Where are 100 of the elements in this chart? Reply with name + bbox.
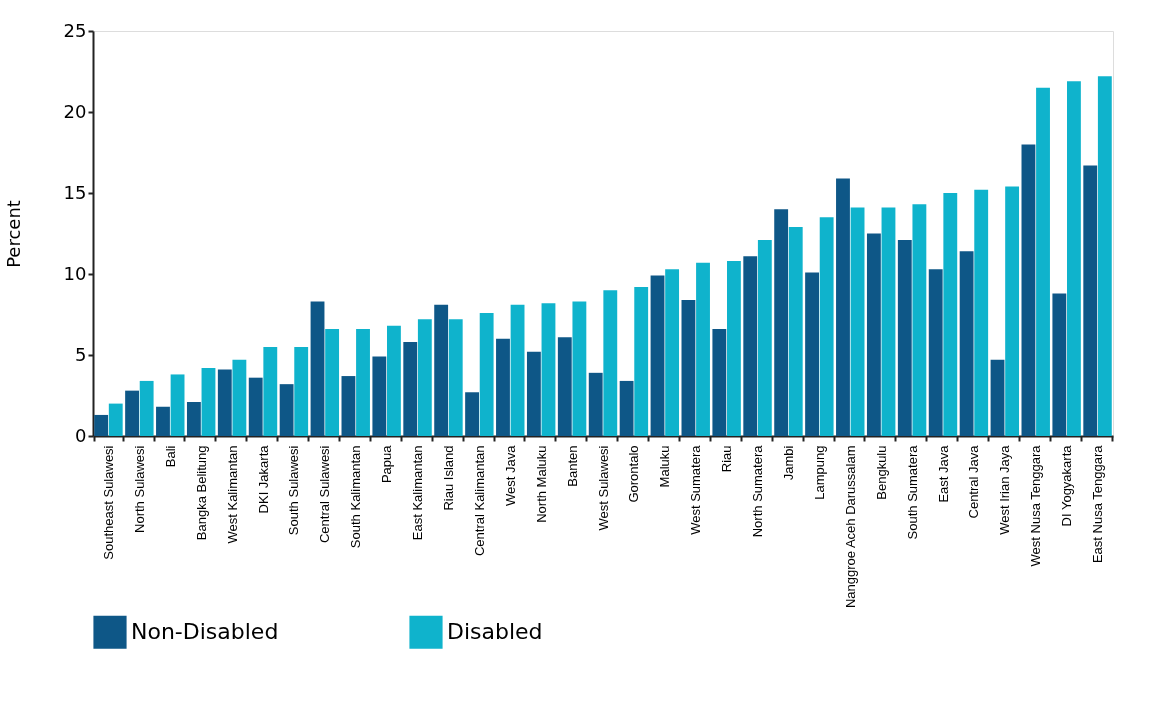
bar [805,272,819,436]
legend-label: Disabled [447,619,543,645]
bar [881,207,896,436]
bar [990,359,1005,436]
x-tick-label: Central Kalimantan [471,445,487,557]
bar [1052,293,1067,436]
x-tick-label: Central Java [966,444,982,519]
x-tick-label: South Sumatera [904,444,920,540]
bar [232,359,247,436]
x-tick-label: West Kalimantan [224,445,240,544]
bar [866,233,881,436]
bar [650,275,665,436]
x-tick-label: West Sulawesi [595,445,611,531]
bar [819,217,834,436]
x-tick-label: DKI Jakarta [255,444,271,514]
bar [403,342,418,436]
bar [1036,87,1050,436]
bar [557,337,572,436]
bar [757,239,772,436]
bar [928,269,943,436]
bar [897,239,912,436]
x-tick-label: Lampung [811,445,827,500]
bar [1021,144,1036,436]
bar [788,227,803,436]
bar [387,325,401,436]
x-tick-label: Riau [719,445,735,473]
bar [201,367,216,436]
x-tick-label: Bangka Belitung [193,445,209,541]
bar [372,356,387,436]
bar [108,403,123,436]
x-tick-label: Jambi [780,445,796,481]
y-tick-label: 10 [63,262,87,284]
bar [248,377,263,436]
y-tick-label: 25 [63,19,87,41]
bar [156,406,170,436]
y-tick-label: 15 [63,181,87,203]
bar [912,204,927,436]
x-tick-label: West Sumatera [688,444,704,535]
x-tick-label: Bali [162,445,178,468]
bar [263,346,278,436]
x-tick-label: Papua [379,444,395,484]
bar [712,329,727,436]
x-tick-label: East Kalimantan [410,445,426,541]
x-tick-label: Southeast Sulawesi [100,445,116,560]
bar [94,414,109,436]
y-tick-label: 0 [75,424,87,446]
bar [341,376,356,436]
bar [217,369,232,436]
bar [588,372,603,436]
x-tick-label: Bengkulu [873,445,889,500]
bar [943,193,958,436]
x-tick-label: West Irian Jaya [997,444,1013,535]
x-tick-label: West Nusa Tenggara [1028,444,1044,567]
bar [434,304,449,436]
bar [696,262,710,436]
bar [665,269,680,436]
bar [496,338,510,436]
bar [743,256,758,436]
bar [526,351,541,436]
bar [681,299,696,436]
x-tick-label: South Kalimantan [348,445,364,549]
bar [125,390,139,436]
bar [541,303,556,436]
bar [774,209,789,436]
bar [294,346,309,436]
bar [448,319,463,436]
x-tick-label: East Java [935,444,951,503]
bar [974,189,989,436]
x-tick-label: South Sulawesi [286,445,302,536]
x-tick-label: Gorontalo [626,445,642,503]
bar [836,178,850,436]
bar [479,312,494,436]
x-tick-label: North Sumatera [750,444,766,538]
x-tick-label: Riau Island [440,445,456,511]
x-tick-label: DI Yogyakarta [1059,444,1075,527]
legend-label: Non-Disabled [131,619,279,645]
bar [279,384,294,436]
bar [1097,76,1112,436]
x-tick-label: Central Sulawesi [317,445,333,544]
bar [959,251,974,436]
y-tick-label: 20 [63,100,87,122]
bar [465,392,479,436]
bar [510,304,525,436]
bar [850,207,865,436]
x-tick-label: Maluku [657,445,673,488]
bar [1005,186,1020,436]
bar [634,286,649,436]
bar [417,319,432,436]
bar [727,261,741,436]
bar [170,374,185,436]
bar [310,301,325,436]
bar [186,401,201,436]
bar [139,380,154,436]
x-tick-label: North Maluku [533,445,549,523]
bar [619,380,634,436]
bar [1067,81,1081,436]
y-axis-title: Percent [2,200,24,268]
bar [1083,165,1098,436]
bar [356,329,370,436]
x-tick-label: Nanggroe Aceh Darussalam [842,445,858,609]
